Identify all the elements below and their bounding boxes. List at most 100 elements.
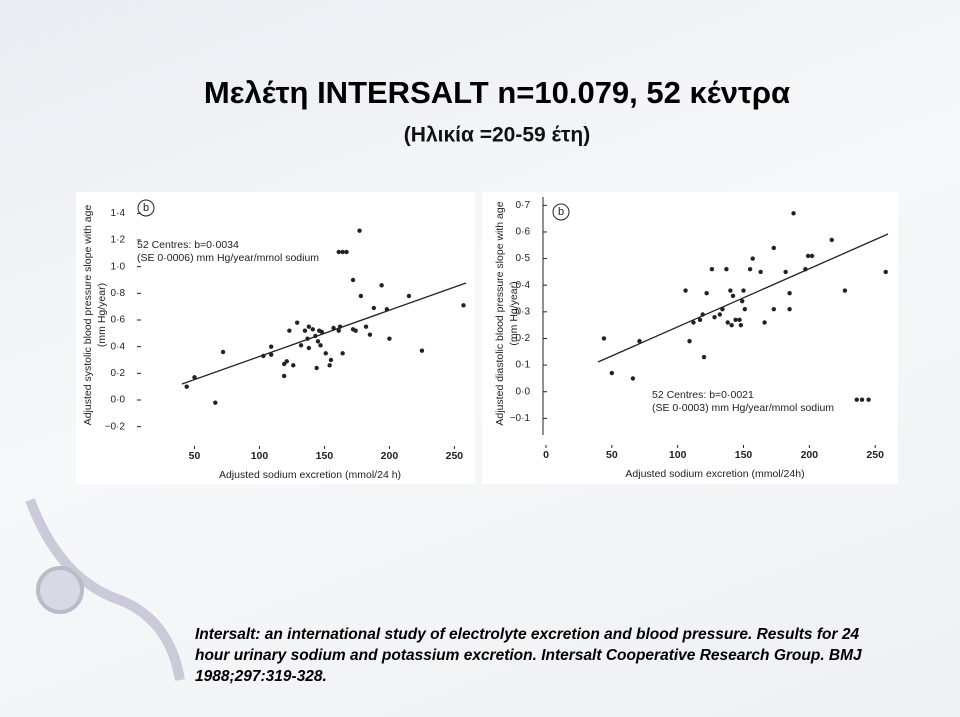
scatter-point (353, 328, 358, 333)
scatter-point (306, 324, 312, 329)
y-tick-label: 0·8 (111, 288, 126, 299)
scatter-point (294, 320, 300, 325)
y-tick-label: 0·1 (516, 360, 531, 371)
panel-label: b (143, 202, 149, 214)
scatter-point (859, 397, 865, 402)
scatter-point (787, 291, 792, 296)
x-axis-label: Adjusted sodium excretion (mmol/24 h) (219, 469, 401, 481)
scatter-point (730, 293, 736, 299)
scatter-point (750, 256, 755, 261)
x-tick-label: 0 (543, 449, 549, 461)
scatter-point (340, 249, 345, 255)
y-tick-label: 0·0 (111, 395, 126, 406)
scatter-point (291, 363, 296, 368)
scatter-point (384, 307, 390, 312)
regression-line (597, 233, 889, 363)
scatter-point (712, 314, 717, 320)
slide-title: Μελέτη INTERSALT n=10.079, 52 κέντρα (204, 75, 790, 110)
scatter-point (683, 288, 688, 293)
scatter-point (337, 324, 343, 329)
x-tick-label: 150 (735, 449, 753, 461)
scatter-point (318, 343, 323, 348)
scatter-point (379, 283, 384, 288)
scatter-point (741, 288, 746, 293)
y-axis-label: (mm Hg/year) (508, 281, 520, 345)
scatter-point (315, 339, 321, 344)
stethoscope-decoration (25, 498, 185, 681)
scatter-point (687, 338, 692, 344)
annotation: (SE 0·0006) mm Hg/year/mmol sodium (137, 252, 319, 264)
x-tick-label: 50 (189, 450, 201, 462)
scatter-point (306, 345, 312, 351)
scatter-point (791, 211, 796, 216)
annotation: (SE 0·0003) mm Hg/year/mmol sodium (652, 402, 834, 414)
panel-label: b (558, 206, 564, 218)
scatter-point (733, 317, 738, 323)
scatter-point (220, 349, 226, 355)
scatter-point (805, 253, 811, 259)
scatter-point (313, 333, 318, 339)
scatter-point (328, 357, 334, 363)
scatter-point (336, 249, 341, 255)
scatter-point (461, 303, 466, 308)
x-tick-label: 250 (446, 450, 464, 462)
y-tick-label: 1·4 (111, 208, 126, 219)
scatter-point (331, 325, 336, 331)
y-tick-label: −0·2 (105, 421, 126, 432)
y-tick-label: 0·6 (111, 315, 126, 326)
scatter-point (740, 298, 745, 304)
scatter-point (281, 373, 287, 379)
y-tick-label: −0·1 (510, 413, 531, 424)
scatter-point (742, 306, 748, 312)
y-axis-label: Adjusted diastolic blood pressure slope … (494, 201, 506, 425)
scatter-point (725, 320, 730, 325)
scatter-point (268, 352, 274, 357)
y-tick-label: 1·0 (111, 261, 126, 272)
y-axis-label: (mm Hg/year) (96, 283, 108, 347)
scatter-point (387, 336, 392, 341)
scatter-point (609, 370, 615, 376)
scatter-point (691, 320, 696, 325)
scatter-point (336, 328, 341, 333)
scatter-point (284, 359, 289, 364)
scatter-point (704, 291, 709, 296)
scatter-point (344, 249, 349, 255)
scatter-point (829, 237, 834, 243)
scatter-point (261, 353, 266, 359)
y-tick-label: 0·6 (516, 227, 531, 238)
scatter-point (738, 322, 744, 328)
scatter-point (268, 344, 274, 349)
chart-panel (482, 192, 898, 484)
x-tick-label: 200 (381, 450, 399, 462)
scatter-point (302, 328, 308, 333)
x-tick-label: 250 (866, 449, 884, 461)
scatter-point (803, 267, 808, 272)
scatter-point (419, 348, 425, 353)
scatter-point (323, 351, 328, 356)
scatter-point (192, 375, 197, 380)
scatter-point (637, 338, 642, 344)
y-tick-label: 0·4 (516, 280, 531, 291)
panel-badge (137, 199, 155, 217)
y-tick-label: 1·2 (111, 235, 126, 246)
scatter-point (357, 228, 362, 233)
y-tick-label: 0·2 (111, 368, 126, 379)
scatter-point (709, 267, 715, 272)
y-axis-label: Adjusted systolic blood pressure slope w… (82, 205, 94, 426)
y-tick-label: 0·2 (516, 333, 531, 344)
y-tick-label: 0·5 (516, 253, 531, 264)
scatter-point (724, 267, 729, 272)
x-tick-label: 100 (669, 449, 687, 461)
scatter-point (314, 365, 319, 371)
x-tick-label: 100 (251, 450, 269, 462)
scatter-point (866, 397, 871, 402)
scatter-point (630, 376, 636, 381)
scatter-point (287, 328, 292, 333)
slide-subtitle: (Ηλικία =20-59 έτη) (404, 124, 590, 147)
y-tick-label: 0·3 (516, 306, 531, 317)
scatter-point (358, 293, 364, 299)
scatter-point (883, 269, 888, 275)
scatter-point (305, 336, 310, 341)
panel-badge (552, 203, 570, 221)
